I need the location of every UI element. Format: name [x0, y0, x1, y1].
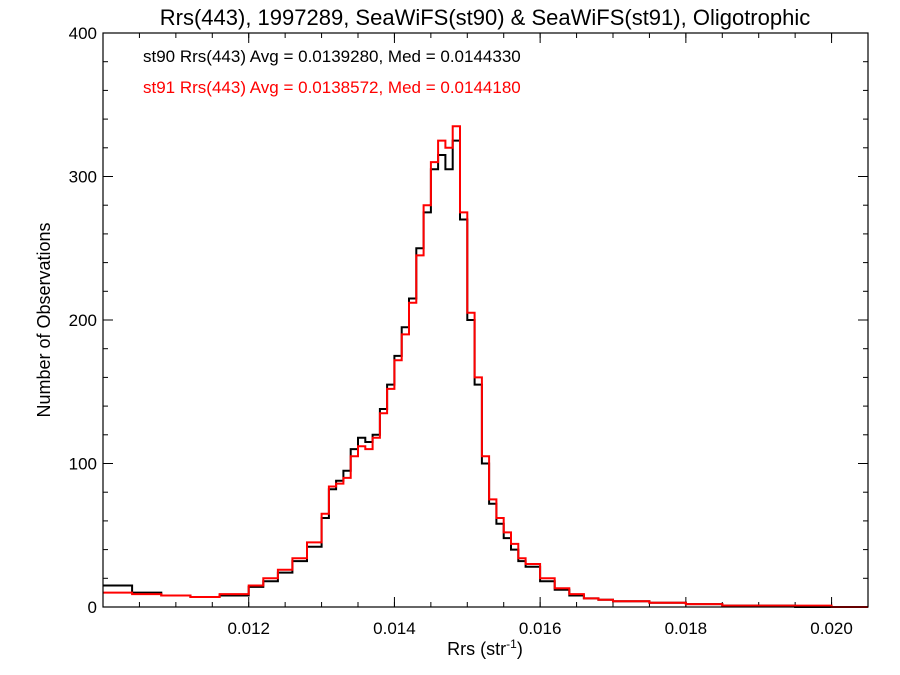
- y-tick-label: 300: [69, 168, 97, 187]
- y-tick-label: 100: [69, 455, 97, 474]
- legend-entry-st90: st90 Rrs(443) Avg = 0.0139280, Med = 0.0…: [143, 47, 521, 66]
- y-tick-label: 400: [69, 24, 97, 43]
- chart-title: Rrs(443), 1997289, SeaWiFS(st90) & SeaWi…: [160, 5, 810, 30]
- y-tick-label: 200: [69, 311, 97, 330]
- x-tick-label: 0.012: [227, 619, 270, 638]
- x-tick-label: 0.016: [519, 619, 562, 638]
- series-layer: [103, 125, 868, 608]
- x-axis-label-main: Rrs (str: [447, 639, 506, 659]
- y-tick-label: 0: [88, 598, 97, 617]
- x-axis-label-close: ): [517, 639, 523, 659]
- y-axis-label: Number of Observations: [34, 222, 54, 417]
- x-tick-label: 0.020: [810, 619, 853, 638]
- series-line-st91: [103, 125, 868, 608]
- ticks-layer: 0.012 0.014 0.016 0.018 0.020 0 100 200 300 400: [69, 24, 869, 638]
- x-tick-label: 0.014: [373, 619, 416, 638]
- x-axis-label-superscript: -1: [506, 637, 517, 651]
- plot-frame: [102, 32, 869, 608]
- legend-entry-st91: st91 Rrs(443) Avg = 0.0138572, Med = 0.0…: [143, 78, 521, 97]
- x-axis-label: Rrs (str-1): [447, 637, 523, 659]
- x-tick-label: 0.018: [665, 619, 708, 638]
- series-line-st90: [103, 139, 868, 608]
